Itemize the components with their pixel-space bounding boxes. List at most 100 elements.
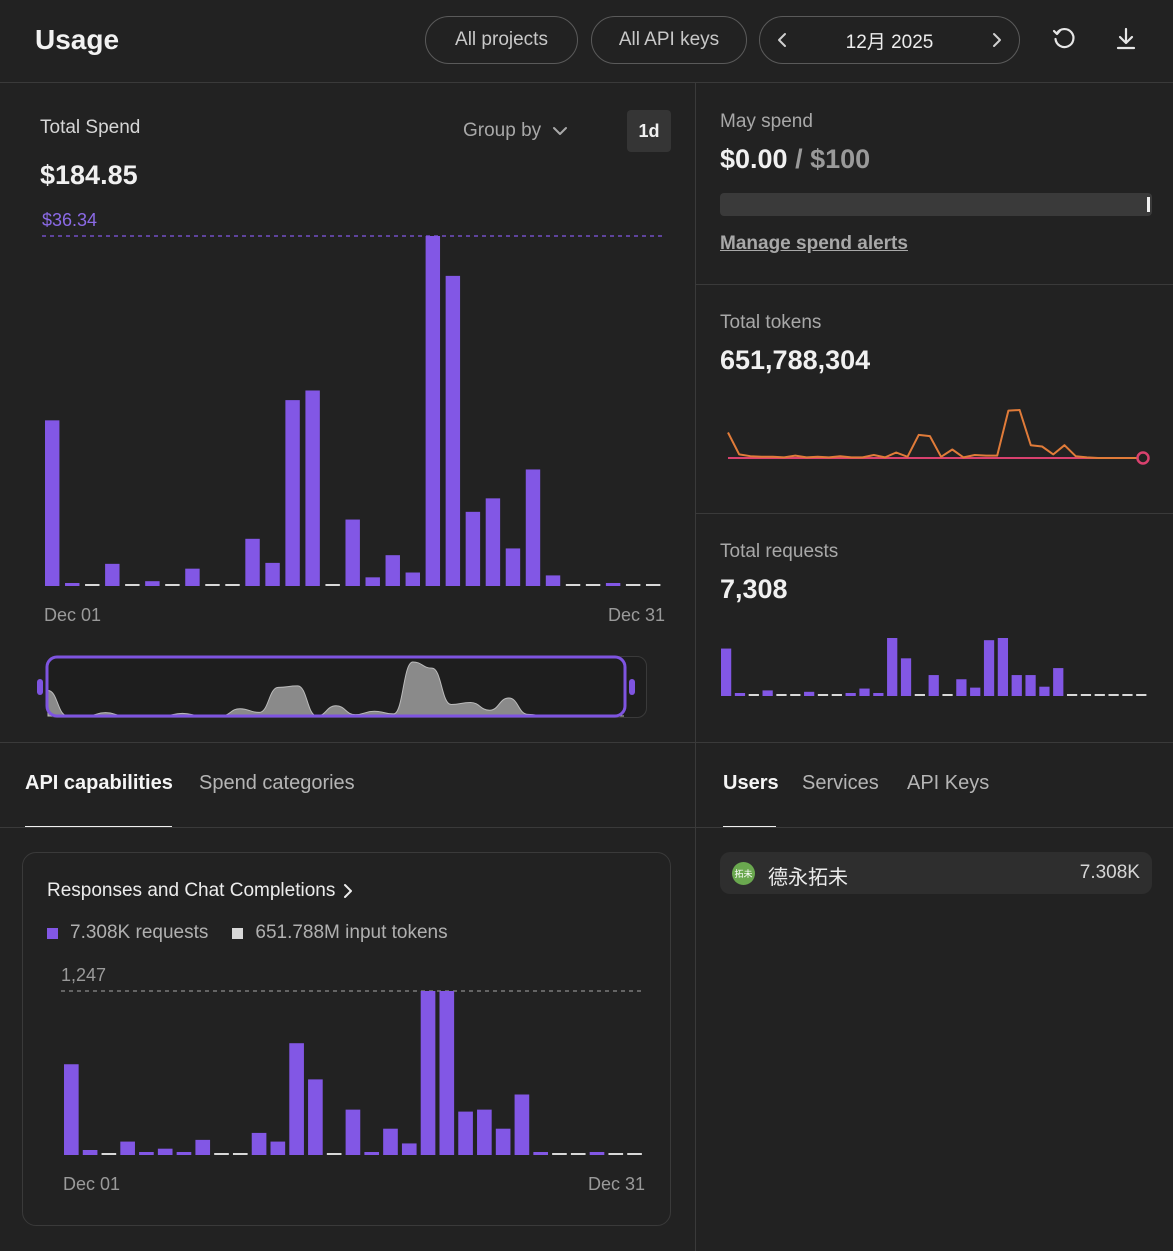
chart-bar <box>82 1150 98 1155</box>
chart-bar-empty <box>85 584 100 586</box>
chart-bar-empty <box>165 584 180 586</box>
download-icon[interactable] <box>1109 22 1143 56</box>
x-axis-start-label: Dec 01 <box>44 605 101 625</box>
group-by-dropdown[interactable]: Group by <box>463 120 569 142</box>
range-brush[interactable] <box>36 650 656 725</box>
apikeys-filter-button[interactable]: All API keys <box>591 16 747 64</box>
page-title: Usage <box>35 24 120 55</box>
chart-bar <box>545 575 561 586</box>
tab-services[interactable]: Services <box>802 772 879 794</box>
tab-api-capabilities[interactable]: API capabilities <box>25 772 173 794</box>
list-item[interactable]: 拓未 德永拓未 7.308K <box>720 852 1152 894</box>
chart-bar-empty <box>1094 694 1105 696</box>
requests-title: Total requests <box>720 541 839 562</box>
chevron-right-icon[interactable] <box>987 31 1005 49</box>
chart-bar <box>525 469 541 586</box>
tab-users[interactable]: Users <box>723 772 779 794</box>
chart-bar-empty <box>1080 694 1092 696</box>
chart-bar <box>505 548 521 586</box>
top-bar: Usage All projects All API keys 12月 2025 <box>0 0 1173 83</box>
chart-bar <box>145 581 160 586</box>
chart-bar-empty <box>625 584 641 586</box>
chart-bar <box>477 1109 492 1155</box>
date-range-label[interactable]: 12月 2025 <box>845 31 934 53</box>
divider <box>696 284 1173 285</box>
chart-bar <box>721 648 732 696</box>
chart-bar <box>385 555 400 586</box>
chart-bar <box>365 577 380 586</box>
chart-bar-empty <box>790 694 801 696</box>
capability-card-title: Responses and Chat Completions <box>47 880 336 901</box>
chart-bar <box>105 563 120 586</box>
chart-bar <box>900 658 912 696</box>
chart-bar <box>983 640 995 696</box>
chart-bar-empty <box>817 694 829 696</box>
chart-bar-empty <box>552 1153 567 1155</box>
refresh-icon[interactable] <box>1047 22 1081 56</box>
chart-bar-empty <box>748 694 759 696</box>
user-value: 7.308K <box>1079 862 1140 883</box>
legend-swatch-tokens <box>232 927 244 939</box>
chevron-left-icon[interactable] <box>774 31 792 49</box>
chart-bar <box>605 583 621 586</box>
capability-card <box>22 852 671 1226</box>
chart-bar <box>305 390 320 586</box>
budget-title: May spend <box>720 111 813 132</box>
chart-bar <box>195 1139 211 1155</box>
capability-legend: 7.308K requests 651.788M input tokens <box>47 922 448 944</box>
chart-bar-empty <box>1108 694 1119 696</box>
chart-bar <box>485 498 501 586</box>
chart-bar-empty <box>565 584 581 586</box>
chart-bar <box>589 1152 605 1155</box>
chart-bar <box>997 638 1009 696</box>
chart-bar <box>928 675 939 696</box>
chart-bar-empty <box>1122 694 1133 696</box>
chart-bar <box>345 519 360 586</box>
chart-bar <box>1053 668 1064 696</box>
capability-bar-chart: 1,247 Dec 01 Dec 31 <box>61 965 645 1194</box>
spend-bar-chart: $36.34 Dec 01 Dec 31 <box>42 210 665 625</box>
capability-card-title-link[interactable]: Responses and Chat Completions <box>47 880 355 902</box>
budget-value: $0.00 / $100 <box>720 144 870 175</box>
chart-bar <box>425 236 441 586</box>
projects-filter-button[interactable]: All projects <box>425 16 578 64</box>
spend-total: $184.85 <box>40 160 138 190</box>
budget-limit: $100 <box>810 144 871 174</box>
tokens-value: 651,788,304 <box>720 345 871 375</box>
tab-spend-categories[interactable]: Spend categories <box>199 772 355 794</box>
chart-bar-empty <box>205 584 220 586</box>
manage-spend-alerts-link[interactable]: Manage spend alerts <box>720 233 908 254</box>
chart-bar <box>64 1064 79 1155</box>
chart-bar-empty <box>645 584 661 586</box>
chart-bar-empty <box>326 1153 342 1155</box>
tokens-line-chart <box>727 409 1150 465</box>
chart-bar-empty <box>1136 694 1147 696</box>
spend-title: Total Spend <box>40 117 141 138</box>
legend-requests: 7.308K requests <box>70 922 209 943</box>
chart-bar <box>845 693 856 696</box>
chart-bar <box>1039 686 1050 696</box>
chart-bar-empty <box>627 1153 642 1155</box>
legend-tokens: 651.788M input tokens <box>255 922 448 943</box>
chart-bar-empty <box>914 694 925 696</box>
chart-bar <box>65 583 80 586</box>
chart-bar <box>887 638 898 696</box>
column-divider <box>695 83 696 1251</box>
interval-button[interactable]: 1d <box>627 110 671 152</box>
requests-bar-chart <box>721 638 1147 696</box>
chart-bar-empty <box>214 1153 229 1155</box>
chart-bar <box>345 1109 361 1155</box>
chart-bar <box>176 1152 192 1155</box>
tab-api-keys[interactable]: API Keys <box>907 772 990 794</box>
chart-bar-empty <box>570 1153 586 1155</box>
chart-bar <box>873 693 884 696</box>
chart-bar <box>734 693 746 696</box>
chart-bar <box>420 991 436 1155</box>
chart-bar <box>1025 675 1036 696</box>
chart-bar-empty <box>225 584 240 586</box>
divider <box>0 827 1173 828</box>
requests-value: 7,308 <box>720 574 788 604</box>
chart-bar <box>445 275 461 586</box>
divider <box>0 742 1173 743</box>
chart-bar <box>495 1128 511 1155</box>
